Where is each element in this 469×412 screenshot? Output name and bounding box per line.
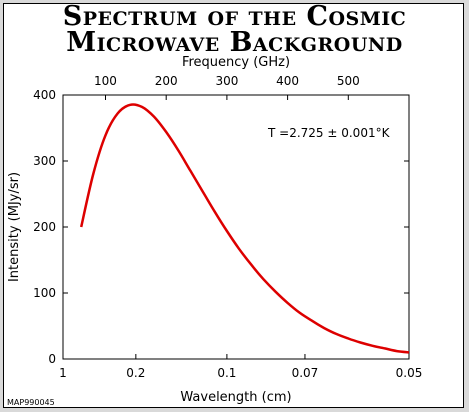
y-tick-label: 200 [33,220,56,234]
x2-tick-label: 100 [94,74,117,88]
x2-tick-label: 500 [337,74,360,88]
y-axis-label: Intensity (MJy/sr) [7,172,22,282]
x-axis-label: Wavelength (cm) [180,390,291,405]
x-tick-label: 1 [59,366,67,380]
y-tick-label: 100 [33,286,56,300]
x2-axis-label: Frequency (GHz) [182,55,290,70]
figure-frame [3,3,464,408]
chart-title-line-2: Microwave Background [66,27,403,58]
y-tick-label: 400 [33,88,56,102]
y-tick-label: 300 [33,154,56,168]
series-line [79,103,410,354]
chart-title-line-1: Spectrum of the Cosmic [62,1,407,32]
y-ticks: 0 100 200 300 400 [33,88,409,366]
x-tick-label: 0.1 [217,366,236,380]
x2-tick-label: 200 [155,74,178,88]
x-tick-label: 0.2 [126,366,145,380]
figure-id-label: MAP990045 [7,398,55,407]
x2-ticks: 100 200 300 400 500 [94,74,360,100]
x-ticks: 1 0.2 0.1 0.07 0.05 [59,354,422,380]
x2-tick-label: 400 [276,74,299,88]
temperature-annotation: T =2.725 ± 0.001°K [267,126,391,140]
x-tick-label: 0.05 [396,366,423,380]
chart-title: Spectrum of the Cosmic Microwave Backgro… [0,1,469,58]
x-tick-label: 0.07 [292,366,319,380]
x2-tick-label: 300 [215,74,238,88]
y-tick-label: 0 [48,352,56,366]
